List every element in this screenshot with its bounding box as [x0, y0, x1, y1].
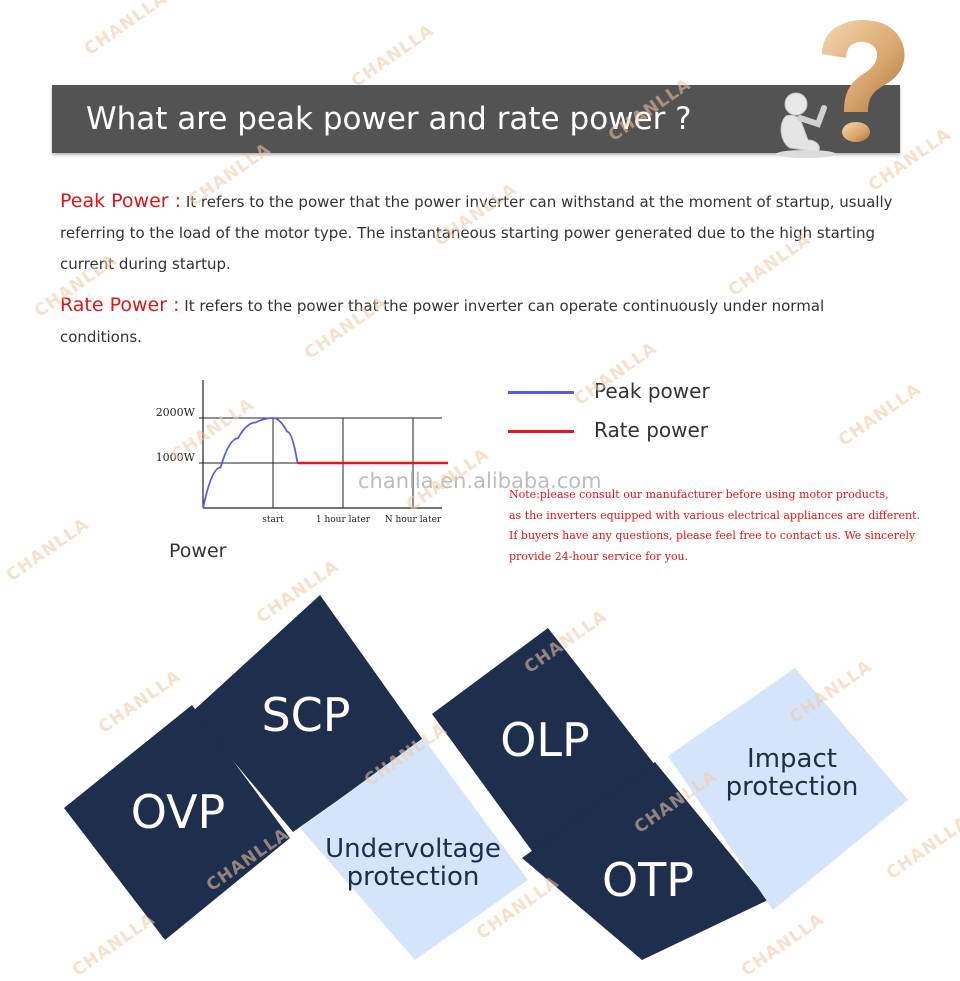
x-tick-label: N hour later — [385, 515, 442, 525]
feature-olp-label: OLP — [500, 713, 590, 767]
legend-label-rate: Rate power — [594, 418, 709, 442]
watermark: CHANLLA — [347, 20, 438, 92]
diamond-undervoltage — [300, 738, 528, 960]
watermark: CHANLLA — [80, 0, 171, 60]
feature-impact-line2: protection — [725, 772, 859, 802]
diamond-ovp — [64, 705, 290, 940]
chart-ticks: 2000W 1000W start 1 hour later N hour later — [156, 406, 442, 525]
peak-power-text: It refers to the power that the power in… — [60, 193, 893, 273]
y-tick-label: 2000W — [156, 406, 196, 419]
feature-scp-label: SCP — [261, 688, 351, 742]
y-tick-label: 1000W — [156, 451, 196, 464]
note-line: Note:please consult our manufacturer bef… — [509, 488, 889, 501]
watermark: CHANLLA — [834, 379, 925, 451]
note-text: Note:please consult our manufacturer bef… — [509, 485, 929, 567]
question-mark-mascot-icon — [776, 19, 905, 158]
feature-impact-line1: Impact — [747, 744, 837, 774]
watermark: CHANLLA — [2, 514, 93, 586]
diamond-scp — [192, 595, 423, 832]
x-tick-label: 1 hour later — [316, 515, 371, 525]
peak-power-definition: Peak Power : It refers to the power that… — [60, 186, 910, 280]
legend-swatch-rate — [508, 430, 574, 433]
site-watermark: chanlla.en.alibaba.com — [358, 469, 602, 493]
rate-power-definition: Rate Power : It refers to the power that… — [60, 290, 910, 353]
rate-power-text: It refers to the power that the power in… — [60, 297, 825, 346]
diamond-impact — [668, 668, 908, 910]
note-line: as the inverters equipped with various e… — [509, 508, 920, 522]
legend-swatch-peak — [508, 391, 574, 394]
feature-undervoltage-line1: Undervoltage — [325, 834, 501, 864]
note-line: provide 24-hour service for you. — [509, 549, 689, 563]
chart-series — [202, 417, 448, 509]
rate-power-term: Rate Power : — [60, 294, 180, 316]
feature-undervoltage-label: Undervoltage protection — [318, 835, 508, 891]
feature-impact-label: Impact protection — [712, 745, 872, 801]
feature-undervoltage-line2: protection — [346, 862, 480, 892]
diamond-otp — [522, 762, 768, 960]
x-tick-label: start — [262, 515, 284, 525]
peak-power-term: Peak Power : — [60, 190, 182, 212]
feature-ovp-label: OVP — [130, 785, 226, 839]
feature-diamonds — [64, 595, 908, 960]
peak-power-line — [202, 417, 299, 509]
page-title: What are peak power and rate power ? — [86, 101, 692, 137]
y-axis-label: Power — [169, 540, 227, 562]
feature-otp-label: OTP — [601, 853, 695, 907]
legend-label-peak: Peak power — [594, 379, 710, 403]
header-banner: What are peak power and rate power ? — [52, 85, 900, 153]
power-chart: 2000W 1000W start 1 hour later N hour later — [156, 380, 448, 525]
note-line: If buyers have any questions, please fee… — [509, 529, 916, 542]
